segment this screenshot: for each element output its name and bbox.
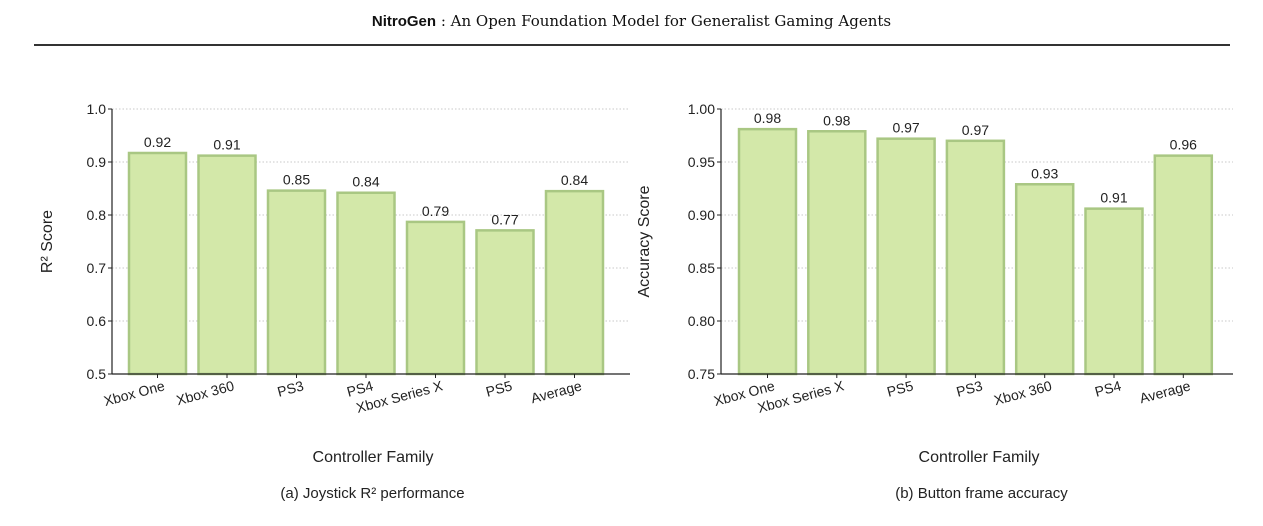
value-label: 0.77 — [491, 211, 518, 227]
x-tick-label: PS5 — [484, 377, 514, 399]
y-tick-label: 0.75 — [688, 366, 715, 382]
value-label: 0.91 — [213, 137, 240, 153]
x-tick-label: PS3 — [954, 377, 984, 399]
bar — [876, 137, 936, 376]
bar — [405, 220, 466, 376]
y-tick-label: 0.7 — [87, 260, 107, 276]
bar — [1014, 183, 1075, 376]
value-label: 0.85 — [283, 172, 310, 188]
value-label: 0.98 — [754, 110, 781, 126]
value-label: 0.97 — [962, 122, 989, 138]
x-tick-label: Xbox 360 — [992, 377, 1053, 408]
x-tick-label: Average — [529, 377, 583, 406]
x-axis-label: Controller Family — [919, 449, 1040, 466]
x-tick-label: PS4 — [1093, 377, 1123, 399]
value-label: 0.98 — [823, 112, 850, 128]
y-tick-label: 1.00 — [688, 101, 715, 117]
value-label: 0.92 — [144, 134, 171, 150]
x-tick-label: PS4 — [345, 377, 375, 399]
bar — [197, 154, 257, 376]
x-tick-label: PS5 — [885, 377, 915, 399]
y-tick-label: 1.0 — [87, 101, 107, 117]
y-tick-label: 0.5 — [87, 366, 107, 382]
y-tick-label: 0.95 — [688, 154, 715, 170]
x-tick-label: Xbox One — [102, 377, 166, 409]
caption-joystick: (a) Joystick R² performance — [280, 485, 465, 502]
value-label: 0.93 — [1031, 165, 1058, 181]
y-tick-label: 0.8 — [87, 207, 107, 223]
bar — [475, 229, 535, 376]
value-label: 0.84 — [352, 174, 379, 190]
y-tick-label: 0.80 — [688, 313, 715, 329]
bar — [266, 189, 327, 376]
header-rule — [34, 44, 1230, 46]
y-tick-label: 0.85 — [688, 260, 715, 276]
y-tick-label: 0.90 — [688, 207, 715, 223]
bar — [1084, 207, 1144, 376]
bar — [945, 139, 1006, 376]
value-label: 0.97 — [892, 120, 919, 136]
model-name: NitroGen — [371, 13, 437, 30]
bar — [737, 127, 798, 376]
bar — [1153, 154, 1214, 376]
x-axis-label: Controller Family — [313, 449, 434, 466]
bar — [544, 189, 605, 376]
bar — [336, 191, 396, 376]
value-label: 0.84 — [561, 172, 588, 188]
x-tick-label: PS3 — [276, 377, 306, 399]
bar — [127, 151, 188, 376]
x-tick-label: Xbox 360 — [174, 377, 235, 408]
caption-button-accuracy: (b) Button frame accuracy — [895, 485, 1068, 502]
bar — [807, 130, 867, 376]
x-tick-label: Average — [1138, 377, 1192, 406]
header-separator: : — [436, 12, 451, 30]
value-label: 0.79 — [422, 203, 449, 219]
y-axis-label: R² Score — [39, 210, 56, 273]
value-label: 0.91 — [1100, 190, 1127, 206]
y-tick-label: 0.9 — [87, 154, 107, 170]
value-label: 0.96 — [1170, 137, 1197, 153]
header-subtitle: An Open Foundation Model for Generalist … — [450, 12, 892, 30]
y-tick-label: 0.6 — [87, 313, 107, 329]
page-header: NitroGen : An Open Foundation Model for … — [0, 12, 1263, 30]
y-axis-label: Accuracy Score — [636, 185, 653, 297]
